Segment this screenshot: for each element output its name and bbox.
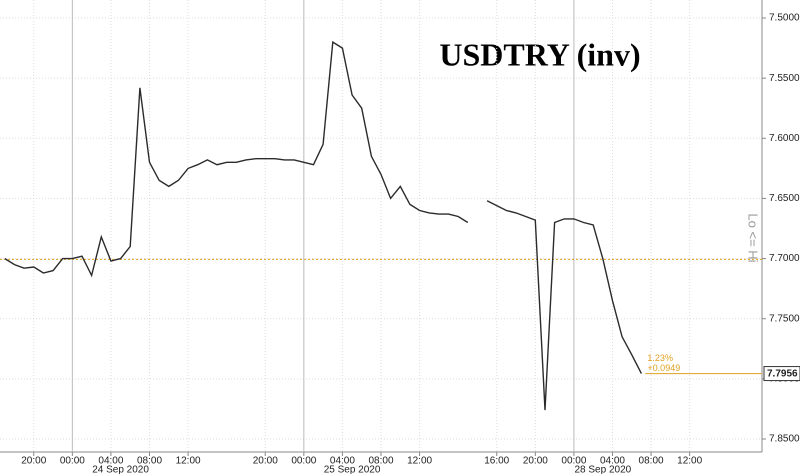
date-label: 28 Sep 2020 bbox=[574, 465, 631, 474]
y-tick-label: 7.7500 bbox=[769, 313, 800, 324]
y-tick-label: 7.6000 bbox=[769, 133, 800, 144]
y-tick-label: 7.8500 bbox=[769, 434, 800, 445]
x-tick-label: 04:00 bbox=[330, 456, 355, 467]
x-tick-label: 00:00 bbox=[561, 456, 586, 467]
y-tick-label: 7.5500 bbox=[769, 73, 800, 84]
change-abs: +0.0949 bbox=[647, 363, 680, 373]
x-tick-label: 04:00 bbox=[600, 456, 625, 467]
x-tick-label: 12:00 bbox=[677, 456, 702, 467]
x-tick-label: 04:00 bbox=[98, 456, 123, 467]
y-tick-label: 7.7000 bbox=[769, 253, 800, 264]
y-tick-label: 7.6500 bbox=[769, 193, 800, 204]
x-tick-label: 20:00 bbox=[253, 456, 278, 467]
chart-title: USDTRY (inv) bbox=[439, 36, 640, 72]
x-tick-label: 12:00 bbox=[176, 456, 201, 467]
x-tick-label: 08:00 bbox=[639, 456, 664, 467]
change-pct: 1.23% bbox=[647, 353, 673, 363]
x-tick-label: 12:00 bbox=[407, 456, 432, 467]
x-tick-label: 08:00 bbox=[137, 456, 162, 467]
x-tick-label: 00:00 bbox=[60, 456, 85, 467]
x-tick-label: 20:00 bbox=[523, 456, 548, 467]
y-tick-label: 7.5000 bbox=[769, 13, 800, 24]
date-label: 25 Sep 2020 bbox=[324, 465, 381, 474]
x-tick-label: 00:00 bbox=[291, 456, 316, 467]
x-tick-label: 16:00 bbox=[484, 456, 509, 467]
last-price-box bbox=[763, 366, 800, 382]
date-label: 24 Sep 2020 bbox=[92, 465, 149, 474]
x-tick-label: 20:00 bbox=[21, 456, 46, 467]
price-line bbox=[4, 40, 643, 411]
axis-note: Lo <= Hi bbox=[746, 213, 761, 262]
last-price-label: 7.7956 bbox=[767, 369, 798, 380]
x-tick-label: 08:00 bbox=[368, 456, 393, 467]
